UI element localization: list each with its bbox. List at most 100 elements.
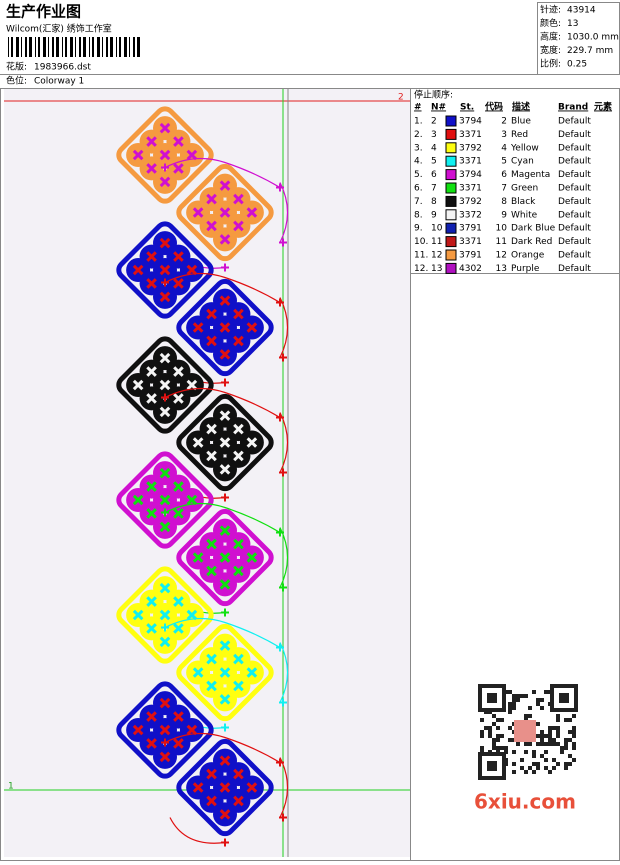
flower: [276, 528, 284, 537]
flower: [221, 378, 229, 387]
qr-finder: [487, 693, 497, 703]
qr-cell: [520, 766, 524, 770]
qr-cell: [564, 766, 568, 770]
qr-cell: [540, 706, 544, 710]
cross: [192, 207, 204, 218]
qr-cell: [548, 734, 552, 738]
cross: [159, 609, 171, 621]
qr-cell: [532, 754, 536, 758]
bar-stripe: [62, 37, 63, 57]
qr-cell: [528, 714, 532, 718]
watermark: 6xiu.com: [474, 790, 576, 814]
qr-cell: [536, 698, 540, 702]
cell: Green: [511, 184, 538, 194]
cross: [206, 768, 217, 780]
cross: [186, 379, 198, 391]
qr-cell: [508, 702, 512, 706]
qr-cell: [572, 726, 576, 730]
swatch: [445, 262, 457, 274]
motif: [116, 451, 214, 549]
cell: 3791: [459, 251, 482, 261]
cell: 13: [496, 264, 507, 274]
qr-cell: [548, 738, 552, 742]
column-header: N#: [431, 103, 446, 113]
qr-cell: [508, 710, 512, 714]
cross: [146, 251, 157, 262]
diamond: [116, 336, 214, 434]
bar-stripe: [48, 37, 49, 57]
cross: [233, 308, 244, 320]
cell: 11: [496, 237, 507, 247]
flower: [276, 758, 284, 767]
motif: [116, 221, 214, 319]
cell: 11: [431, 237, 442, 247]
qr-cell: [524, 770, 528, 774]
bar-stripe: [133, 37, 135, 57]
bar-stripe: [38, 37, 40, 57]
marker: 2: [398, 93, 404, 103]
qr-cell: [524, 714, 528, 718]
cross: [192, 667, 204, 678]
qr-cell: [512, 698, 516, 702]
cell: 12.: [414, 264, 428, 274]
motif: [116, 566, 214, 664]
qr-cell: [488, 730, 492, 734]
qr-cell: [548, 742, 552, 746]
cell: 9: [501, 210, 507, 220]
bar-stripe: [16, 37, 19, 57]
cross: [132, 724, 144, 736]
cross: [159, 521, 171, 533]
qr-cell: [484, 726, 488, 730]
cross: [173, 163, 184, 174]
qr-cell: [552, 742, 556, 746]
qr-cell: [508, 738, 512, 742]
flower: [221, 838, 229, 847]
cross: [233, 565, 244, 577]
swatch: [445, 128, 457, 140]
qr-cell: [516, 698, 520, 702]
cell: 7: [431, 184, 437, 194]
cross: [132, 379, 144, 391]
bar-stripe: [137, 37, 140, 57]
cross: [159, 582, 171, 594]
qr-cell: [512, 702, 516, 706]
qr-cell: [528, 766, 532, 770]
qr-cell: [536, 742, 540, 746]
cross: [219, 464, 231, 475]
cross: [186, 724, 198, 736]
diamond: [176, 508, 274, 607]
qr-cell: [556, 726, 560, 730]
column-header: 元素: [594, 101, 612, 113]
qr-cell: [544, 734, 548, 738]
diamond: [176, 278, 274, 377]
cell: 2: [431, 117, 437, 127]
column-header: #: [414, 103, 422, 113]
cross: [192, 782, 204, 793]
cross: [146, 623, 157, 634]
qr-cell: [492, 722, 496, 726]
qr-cell: [524, 694, 528, 698]
flower: [161, 738, 169, 747]
cell: 4.: [414, 157, 423, 167]
bar-stripe: [129, 37, 130, 57]
cell: 7: [501, 184, 507, 194]
info-value: 0.25: [567, 60, 587, 70]
cell: 3371: [459, 157, 482, 167]
qr-cell: [520, 758, 524, 762]
bar-stripe: [92, 37, 94, 57]
qr-cell: [568, 754, 572, 758]
qr-cell: [480, 734, 484, 738]
cross: [192, 437, 204, 448]
cell: 2.: [414, 130, 423, 140]
cross: [219, 640, 231, 651]
cell: 5: [431, 157, 437, 167]
bar-stripe: [106, 37, 108, 57]
cross: [173, 623, 184, 634]
cross: [219, 180, 231, 191]
cross: [206, 335, 217, 347]
qr-cell: [552, 726, 556, 730]
info-value: 43914: [567, 6, 596, 16]
cell: Black: [511, 197, 536, 207]
qr-cell: [556, 762, 560, 766]
